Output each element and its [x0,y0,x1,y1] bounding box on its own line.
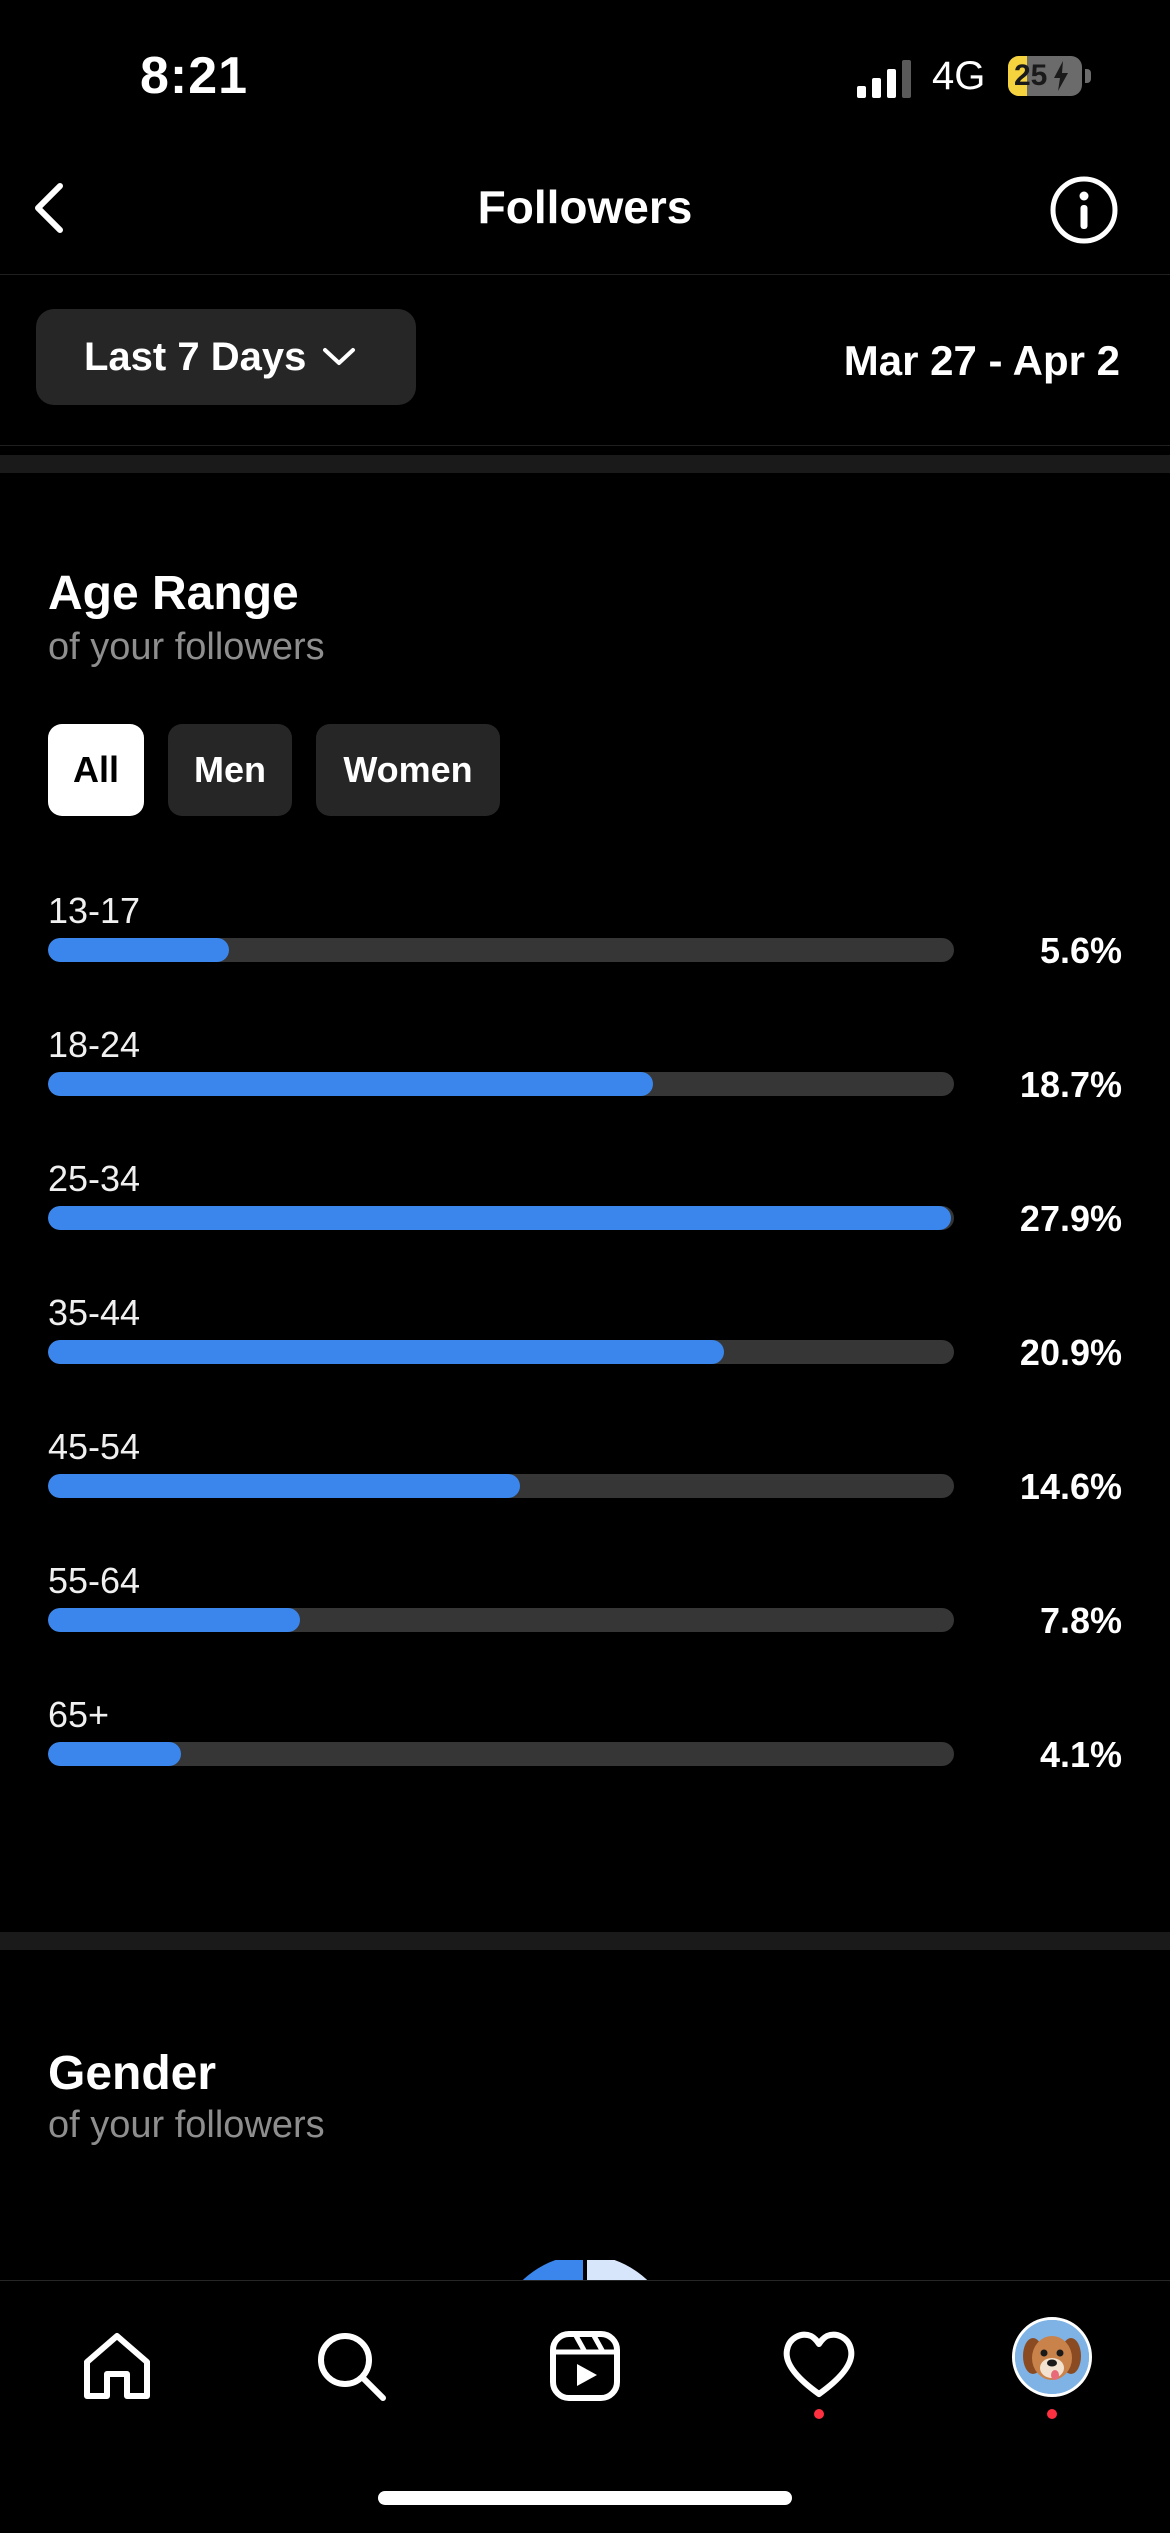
age-row-55-64: 55-64 7.8% [48,1560,1122,1660]
age-row-45-54: 45-54 14.6% [48,1426,1122,1526]
age-bar-fill [48,1206,951,1230]
nav-home[interactable] [72,2321,162,2411]
gender-title: Gender [48,2047,217,2100]
battery-percent: 25 [1014,59,1048,92]
battery-icon: 25 [1008,56,1092,96]
reels-icon [550,2331,620,2401]
age-percent: 27.9% [1019,1198,1122,1239]
gender-subtitle: of your followers [48,2104,325,2146]
age-bar-fill [48,1742,181,1766]
age-bar-track [48,938,954,962]
age-label: 45-54 [48,1426,141,1467]
age-label: 18-24 [48,1024,141,1065]
age-bar-fill [48,1340,725,1364]
chevron-down-icon [323,348,356,365]
dog-avatar-icon [1015,2320,1089,2394]
battery-fill [1008,56,1027,96]
age-bar-track [48,1072,954,1096]
nav-search[interactable] [306,2321,396,2411]
age-bar-track [48,1608,954,1632]
age-range-title: Age Range [48,567,299,620]
info-icon[interactable] [1048,174,1120,246]
segment-women[interactable]: Women [316,724,500,816]
age-percent: 18.7% [1019,1064,1122,1105]
back-chevron-icon[interactable] [20,176,84,240]
segment-men[interactable]: Men [168,724,292,816]
segment-all[interactable]: All [48,724,144,816]
nav-activity[interactable] [774,2321,864,2411]
age-row-13-17: 13-17 5.6% [48,890,1122,990]
age-bar-track [48,1206,954,1230]
signal-icon [857,60,911,98]
age-label: 55-64 [48,1560,141,1601]
section-divider [0,1932,1170,1950]
status-bar: 8:21 4G 25 [0,0,1170,150]
network-label: 4G [932,54,986,98]
age-label: 25-34 [48,1158,141,1199]
age-bar-track [48,1742,954,1766]
age-bar-fill [48,1474,521,1498]
age-label: 35-44 [48,1292,141,1333]
age-label: 13-17 [48,890,141,931]
age-label: 65+ [48,1694,110,1735]
age-bar-fill [48,1608,301,1632]
profile-avatar[interactable] [1012,2317,1092,2397]
age-percent: 14.6% [1019,1466,1122,1507]
age-row-18-24: 18-24 18.7% [48,1024,1122,1124]
profile-notification-dot [1047,2409,1057,2419]
age-bar-fill [48,938,230,962]
age-percent: 5.6% [1039,930,1122,971]
age-percent: 4.1% [1039,1734,1122,1775]
heart-icon [783,2331,855,2397]
search-icon [318,2333,386,2401]
age-bar-track [48,1474,954,1498]
age-row-35-44: 35-44 20.9% [48,1292,1122,1392]
header: Followers [0,150,1170,275]
home-icon [84,2333,150,2399]
date-range-text: Mar 27 - Apr 2 [843,337,1120,384]
activity-notification-dot [814,2409,824,2419]
filter-row: Last 7 Days Mar 27 - Apr 2 [0,275,1170,446]
age-row-25-34: 25-34 27.9% [48,1158,1122,1258]
date-range-dropdown-label: Last 7 Days [84,334,307,379]
charging-bolt-icon [1054,61,1068,91]
status-time: 8:21 [140,47,249,105]
age-percent: 20.9% [1019,1332,1122,1373]
age-bar-track [48,1340,954,1364]
section-divider [0,455,1170,473]
bottom-nav [0,2280,1170,2533]
age-percent: 7.8% [1039,1600,1122,1641]
date-range-dropdown[interactable]: Last 7 Days [36,309,416,405]
age-range-subtitle: of your followers [48,626,325,668]
age-bar-fill [48,1072,654,1096]
nav-reels[interactable] [540,2321,630,2411]
home-indicator [378,2491,792,2505]
age-row-65-plus: 65+ 4.1% [48,1694,1122,1794]
page-title: Followers [477,181,693,233]
